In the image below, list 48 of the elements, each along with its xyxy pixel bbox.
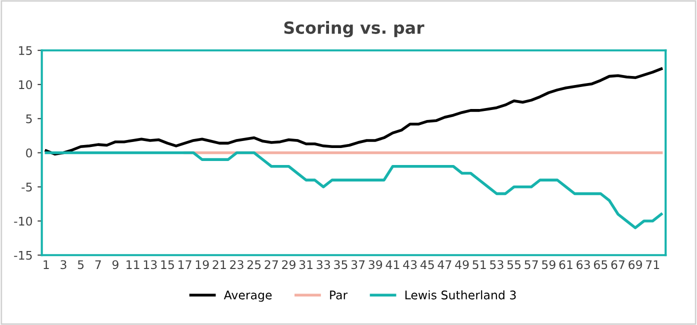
x-tick-label: 69: [628, 260, 642, 270]
x-tick-label: 31: [299, 260, 312, 270]
x-tick-label: 13: [144, 260, 157, 270]
x-tick-label: 11: [126, 260, 140, 269]
x-tick-label: 51: [472, 260, 486, 270]
y-tick-label: 0: [26, 148, 32, 158]
x-tick-label: 43: [403, 260, 417, 270]
x-tick-label: 7: [95, 260, 101, 269]
x-tick-label: 5: [78, 260, 84, 270]
line-series: [44, 67, 663, 156]
x-tick-label: 47: [438, 260, 452, 269]
x-tick-label: 65: [594, 260, 608, 270]
x-tick-label: 45: [420, 260, 434, 270]
x-tick-label: 59: [542, 260, 556, 270]
x-tick-label: 23: [230, 260, 244, 270]
legend-label: Average: [224, 290, 272, 302]
y-tick-label: 5: [26, 114, 32, 124]
x-tick-label: 15: [161, 260, 174, 270]
x-tick-label: 3: [60, 260, 66, 270]
x-tick-label: 33: [316, 260, 330, 270]
x-tick-label: 25: [247, 260, 261, 270]
y-tick-label: -5: [22, 182, 32, 192]
x-tick-label: 67: [611, 260, 624, 270]
legend-label: Par: [330, 290, 348, 300]
x-tick-label: 61: [559, 260, 572, 270]
x-tick-label: 1: [44, 260, 49, 269]
x-tick-label: 27: [264, 260, 278, 269]
x-tick-label: 17: [178, 260, 192, 269]
x-tick-label: 71: [646, 260, 660, 269]
x-tick-label: 29: [282, 260, 296, 270]
chart-title: Scoring vs. par: [284, 21, 424, 38]
x-tick-label: 53: [490, 260, 504, 270]
x-tick-label: 19: [196, 260, 209, 270]
x-tick-label: 21: [212, 260, 226, 269]
x-tick-label: 37: [351, 260, 365, 270]
y-tick-label: -10: [14, 216, 32, 226]
y-tick-label: 15: [19, 46, 32, 56]
x-tick-label: 9: [112, 260, 118, 270]
y-tick-label: 10: [19, 80, 32, 90]
x-tick-label: 39: [368, 260, 382, 270]
x-tick-label: 55: [507, 260, 520, 270]
legend-label: Lewis Sutherland 3: [405, 290, 516, 300]
x-tick-label: 35: [334, 260, 348, 270]
x-tick-label: 49: [455, 260, 469, 270]
x-tick-label: 63: [576, 260, 590, 270]
x-tick-label: 57: [524, 260, 538, 270]
x-tick-label: 41: [386, 260, 400, 269]
y-tick-label: -15: [14, 251, 32, 260]
